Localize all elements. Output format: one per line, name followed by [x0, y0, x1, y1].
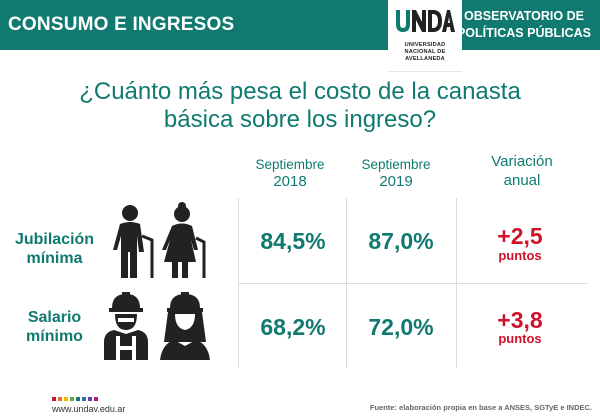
- logo-text-line3: AVELLANEDA: [405, 56, 445, 62]
- value-salario-2019: 72,0%: [368, 314, 434, 340]
- variation-jubilacion: +2,5: [497, 223, 543, 249]
- column-header-2019-line1: Septiembre: [361, 157, 431, 172]
- elderly-couple-icon: [113, 202, 206, 278]
- row-label-salario: Salario mínimo: [2, 308, 107, 346]
- column-header-2019: Septiembre 2019: [346, 156, 446, 190]
- section-title: CONSUMO E INGRESOS: [8, 14, 235, 35]
- workers-icon: [104, 292, 210, 360]
- column-header-variation-line2: anual: [503, 172, 541, 189]
- column-header-variation-line1: Variación: [491, 153, 553, 170]
- row-label-salario-line2: mínimo: [26, 328, 83, 345]
- observatory-title-line2: POLÍTICAS PÚBLICAS: [456, 26, 592, 40]
- column-header-2018-line2: 2018: [273, 173, 307, 190]
- undav-logo[interactable]: UNIVERSIDAD NACIONAL DE AVELLANEDA: [388, 0, 462, 72]
- header-bar: CONSUMO E INGRESOS OBSERVATORIO DE POLÍT…: [0, 0, 600, 50]
- column-header-2018: Septiembre 2018: [240, 156, 340, 190]
- column-header-variation: Variación anual: [462, 152, 582, 190]
- row-label-jubilacion-line1: Jubilación: [14, 231, 95, 248]
- website-link[interactable]: www.undav.edu.ar: [52, 404, 126, 414]
- variation-salario-unit: puntos: [498, 331, 542, 346]
- value-jubilacion-2019: 87,0%: [368, 228, 434, 254]
- row-label-salario-line1: Salario: [27, 309, 82, 326]
- value-jubilacion-2018: 84,5%: [260, 228, 326, 254]
- column-header-2019-line2: 2019: [379, 173, 413, 190]
- logo-text-line1: UNIVERSIDAD: [404, 42, 446, 48]
- row-label-jubilacion: Jubilación mínima: [2, 230, 107, 268]
- variation-salario: +3,8: [497, 307, 543, 333]
- source-note: Fuente: elaboración propia en base a ANS…: [369, 403, 592, 412]
- main-question-line1: ¿Cuánto más pesa el costo de la canasta: [79, 78, 521, 105]
- main-question-line2: básica sobre los ingreso?: [163, 106, 437, 133]
- observatory-title-line1: OBSERVATORIO DE: [464, 9, 584, 23]
- row-divider: [238, 283, 588, 284]
- main-question: ¿Cuánto más pesa el costo de la canasta …: [0, 78, 600, 134]
- variation-jubilacion-unit: puntos: [498, 248, 542, 263]
- row-label-jubilacion-line2: mínima: [26, 250, 83, 267]
- logo-text-line2: NACIONAL DE: [404, 49, 446, 55]
- observatory-title: OBSERVATORIO DE POLÍTICAS PÚBLICAS: [454, 8, 594, 42]
- column-header-2018-line1: Septiembre: [255, 157, 325, 172]
- value-salario-2018: 68,2%: [260, 314, 326, 340]
- undav-logo-icon: [396, 10, 455, 32]
